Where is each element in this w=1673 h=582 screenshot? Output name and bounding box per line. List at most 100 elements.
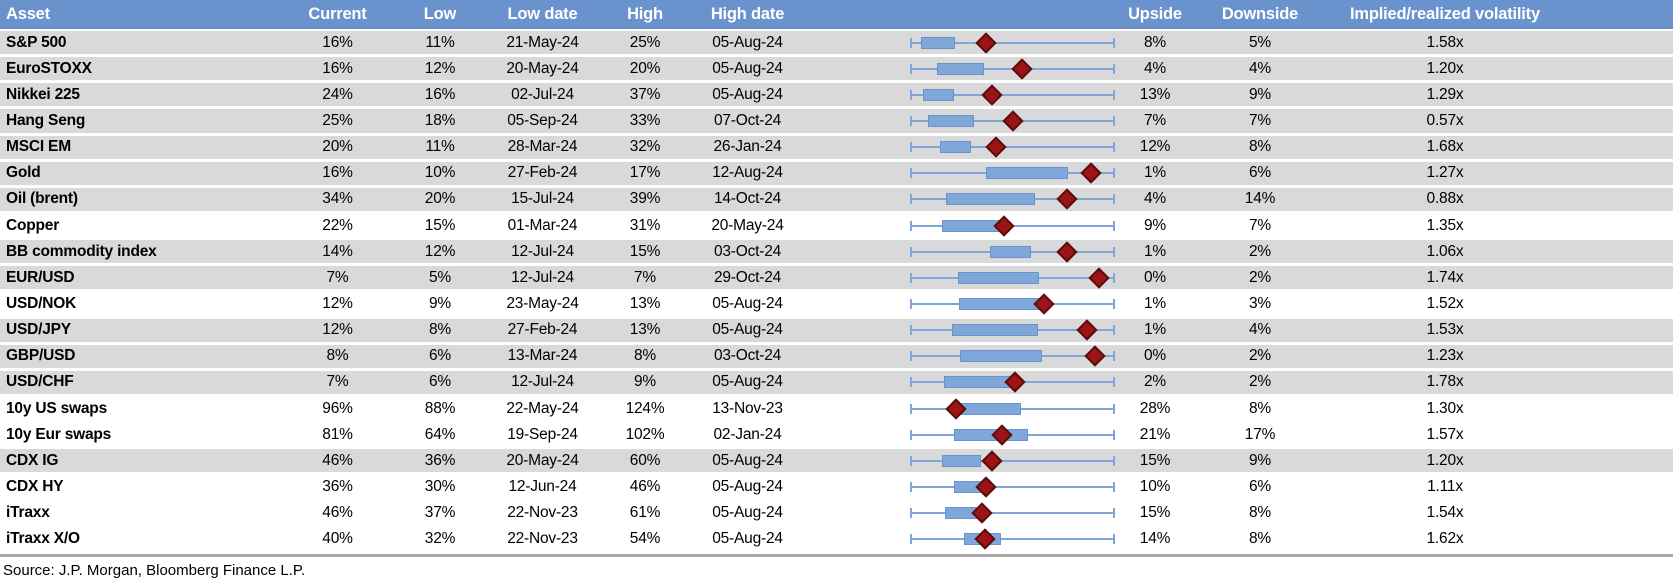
current-marker-diamond bbox=[985, 136, 1007, 158]
column-header-low: Low bbox=[423, 5, 457, 23]
asset-name: S&P 500 bbox=[6, 33, 67, 51]
asset-name: USD/CHF bbox=[6, 373, 74, 391]
high-date: 03-Oct-24 bbox=[713, 347, 782, 365]
range-boxplot-area bbox=[910, 162, 1115, 185]
upside-value: 1% bbox=[1143, 242, 1166, 260]
range-box bbox=[939, 141, 972, 154]
range-boxplot-area bbox=[910, 266, 1115, 289]
low-value: 12% bbox=[424, 242, 456, 260]
high-date: 05-Aug-24 bbox=[712, 321, 783, 339]
asset-name: MSCI EM bbox=[6, 138, 71, 156]
table-row: GBP/USD 8% 6% 13-Mar-24 8% 03-Oct-24 0% … bbox=[0, 344, 1673, 371]
range-boxplot bbox=[800, 397, 1120, 420]
low-value: 11% bbox=[425, 33, 455, 51]
range-boxplot-area bbox=[910, 502, 1115, 525]
high-date: 05-Aug-24 bbox=[712, 477, 783, 495]
high-value: 8% bbox=[633, 347, 656, 365]
low-value: 36% bbox=[424, 451, 456, 469]
range-boxplot-area bbox=[910, 475, 1115, 498]
range-boxplot-area bbox=[910, 449, 1115, 472]
range-boxplot bbox=[800, 502, 1120, 525]
high-date: 05-Aug-24 bbox=[712, 530, 783, 548]
whisker-line bbox=[910, 538, 1115, 541]
range-box bbox=[952, 324, 1039, 337]
whisker-high-cap bbox=[1113, 194, 1115, 205]
low-date: 22-Nov-23 bbox=[507, 530, 578, 548]
range-boxplot-area bbox=[910, 57, 1115, 80]
whisker-line bbox=[910, 485, 1115, 488]
asset-name: Gold bbox=[6, 164, 41, 182]
implied-realized-value: 1.68x bbox=[1426, 138, 1464, 156]
low-value: 10% bbox=[424, 164, 456, 182]
table-row: USD/CHF 7% 6% 12-Jul-24 9% 05-Aug-24 2% … bbox=[0, 370, 1673, 397]
table-bottom-border bbox=[0, 553, 1673, 557]
whisker-high-cap bbox=[1113, 377, 1115, 388]
current-marker-diamond bbox=[1001, 110, 1024, 132]
upside-value: 28% bbox=[1139, 399, 1171, 417]
range-boxplot-area bbox=[910, 528, 1115, 551]
whisker-low-cap bbox=[910, 351, 912, 362]
whisker-high-cap bbox=[1113, 403, 1115, 414]
low-date: 02-Jul-24 bbox=[511, 85, 574, 103]
range-boxplot-area bbox=[910, 31, 1115, 54]
range-boxplot bbox=[800, 528, 1120, 551]
range-boxplot-area bbox=[910, 397, 1115, 420]
range-boxplot bbox=[800, 57, 1120, 80]
current-marker-diamond bbox=[974, 528, 996, 550]
table-row: iTraxx 46% 37% 22-Nov-23 61% 05-Aug-24 1… bbox=[0, 501, 1673, 528]
downside-value: 6% bbox=[1248, 164, 1271, 182]
range-box bbox=[989, 245, 1031, 258]
whisker-high-cap bbox=[1113, 220, 1115, 231]
high-value: 17% bbox=[629, 164, 661, 182]
low-date: 22-May-24 bbox=[506, 399, 579, 417]
range-boxplot bbox=[800, 319, 1120, 342]
low-value: 5% bbox=[428, 268, 451, 286]
upside-value: 0% bbox=[1143, 347, 1166, 365]
range-boxplot-area bbox=[910, 423, 1115, 446]
current-value: 20% bbox=[322, 138, 353, 156]
high-value: 54% bbox=[629, 530, 661, 548]
current-marker-diamond bbox=[981, 84, 1003, 106]
whisker-line bbox=[910, 512, 1115, 515]
current-marker-diamond bbox=[1056, 188, 1078, 211]
high-date: 05-Aug-24 bbox=[712, 85, 783, 103]
table-row: CDX IG 46% 36% 20-May-24 60% 05-Aug-24 1… bbox=[0, 449, 1673, 476]
whisker-low-cap bbox=[910, 298, 912, 309]
high-value: 32% bbox=[629, 138, 661, 156]
whisker-low-cap bbox=[910, 272, 912, 283]
low-date: 19-Sep-24 bbox=[507, 425, 578, 443]
current-value: 14% bbox=[322, 242, 353, 260]
table-row: iTraxx X/O 40% 32% 22-Nov-23 54% 05-Aug-… bbox=[0, 527, 1673, 554]
low-value: 88% bbox=[424, 399, 456, 417]
implied-realized-value: 1.11x bbox=[1427, 477, 1463, 495]
table-row: Hang Seng 25% 18% 05-Sep-24 33% 07-Oct-2… bbox=[0, 109, 1673, 136]
current-marker-diamond bbox=[1003, 371, 1026, 393]
high-value: 124% bbox=[625, 399, 665, 417]
table-row: EUR/USD 7% 5% 12-Jul-24 7% 29-Oct-24 0% … bbox=[0, 266, 1673, 293]
low-value: 12% bbox=[424, 59, 456, 77]
range-box bbox=[936, 62, 984, 75]
whisker-low-cap bbox=[910, 481, 912, 492]
whisker-line bbox=[910, 459, 1115, 462]
range-boxplot-area bbox=[910, 214, 1115, 237]
whisker-low-cap bbox=[910, 508, 912, 519]
upside-value: 9% bbox=[1143, 216, 1166, 234]
range-boxplot bbox=[800, 214, 1120, 237]
low-value: 9% bbox=[428, 294, 451, 312]
high-date: 20-May-24 bbox=[711, 216, 784, 234]
low-date: 12-Jul-24 bbox=[511, 268, 574, 286]
implied-realized-value: 1.58x bbox=[1426, 33, 1464, 51]
asset-name: CDX IG bbox=[6, 451, 59, 469]
whisker-low-cap bbox=[910, 220, 912, 231]
whisker-low-cap bbox=[910, 403, 912, 414]
whisker-high-cap bbox=[1113, 455, 1115, 466]
range-box bbox=[943, 376, 1011, 389]
current-value: 16% bbox=[322, 59, 353, 77]
high-value: 102% bbox=[625, 425, 665, 443]
current-value: 8% bbox=[326, 347, 349, 365]
downside-value: 9% bbox=[1248, 451, 1271, 469]
asset-name: Nikkei 225 bbox=[6, 85, 80, 103]
current-value: 25% bbox=[322, 111, 353, 129]
implied-realized-value: 1.29x bbox=[1426, 85, 1464, 103]
current-value: 12% bbox=[322, 321, 353, 339]
